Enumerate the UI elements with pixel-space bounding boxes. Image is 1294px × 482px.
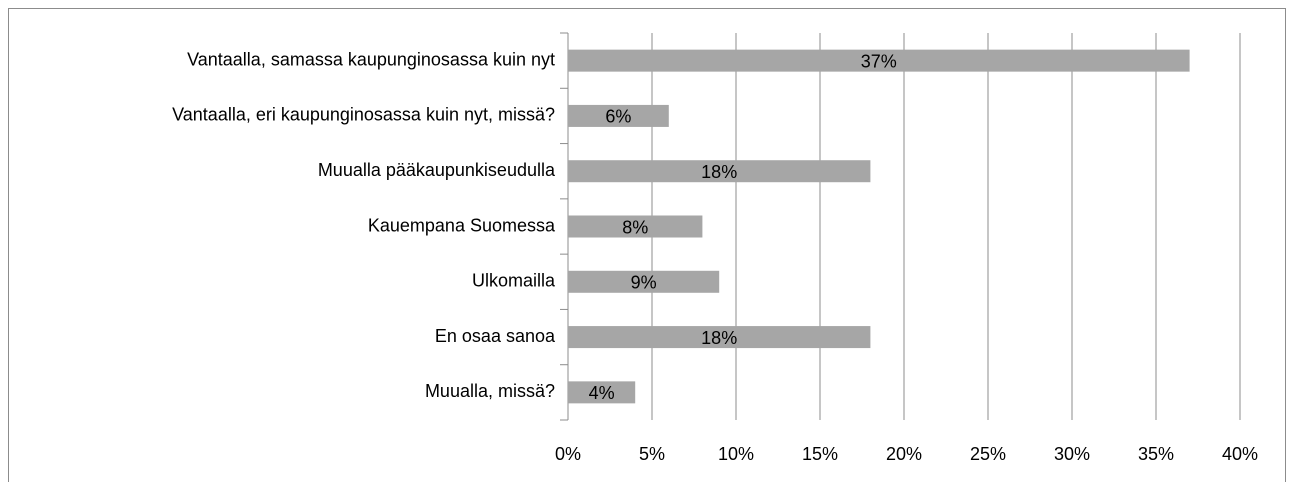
bar [568, 160, 871, 183]
bar [568, 326, 871, 349]
bar [568, 215, 703, 238]
x-tick-label: 40% [1222, 444, 1258, 464]
bar [568, 381, 636, 404]
data-label: 18% [701, 162, 737, 182]
x-tick-label: 20% [886, 444, 922, 464]
bar [568, 270, 720, 293]
category-label: Muualla pääkaupunkiseudulla [318, 160, 556, 180]
category-label: Vantaalla, samassa kaupunginosassa kuin … [187, 49, 555, 69]
x-tick-label: 10% [718, 444, 754, 464]
x-tick-label: 15% [802, 444, 838, 464]
bar [568, 49, 1190, 72]
x-tick-label: 0% [555, 444, 581, 464]
data-label: 18% [701, 328, 737, 348]
category-label: Vantaalla, eri kaupunginosassa kuin nyt,… [172, 105, 555, 125]
x-tick-label: 25% [970, 444, 1006, 464]
data-label: 8% [622, 217, 648, 237]
category-label: En osaa sanoa [435, 326, 556, 346]
x-tick-label: 35% [1138, 444, 1174, 464]
data-label: 6% [605, 107, 631, 127]
chart-frame [8, 8, 1286, 482]
category-label: Muualla, missä? [425, 381, 555, 401]
data-label: 4% [589, 383, 615, 403]
x-tick-label: 30% [1054, 444, 1090, 464]
data-label: 9% [631, 273, 657, 293]
bar [568, 104, 669, 127]
category-label: Ulkomailla [472, 271, 556, 291]
category-label: Kauempana Suomessa [368, 215, 556, 235]
data-label: 37% [861, 51, 897, 71]
x-tick-label: 5% [639, 444, 665, 464]
